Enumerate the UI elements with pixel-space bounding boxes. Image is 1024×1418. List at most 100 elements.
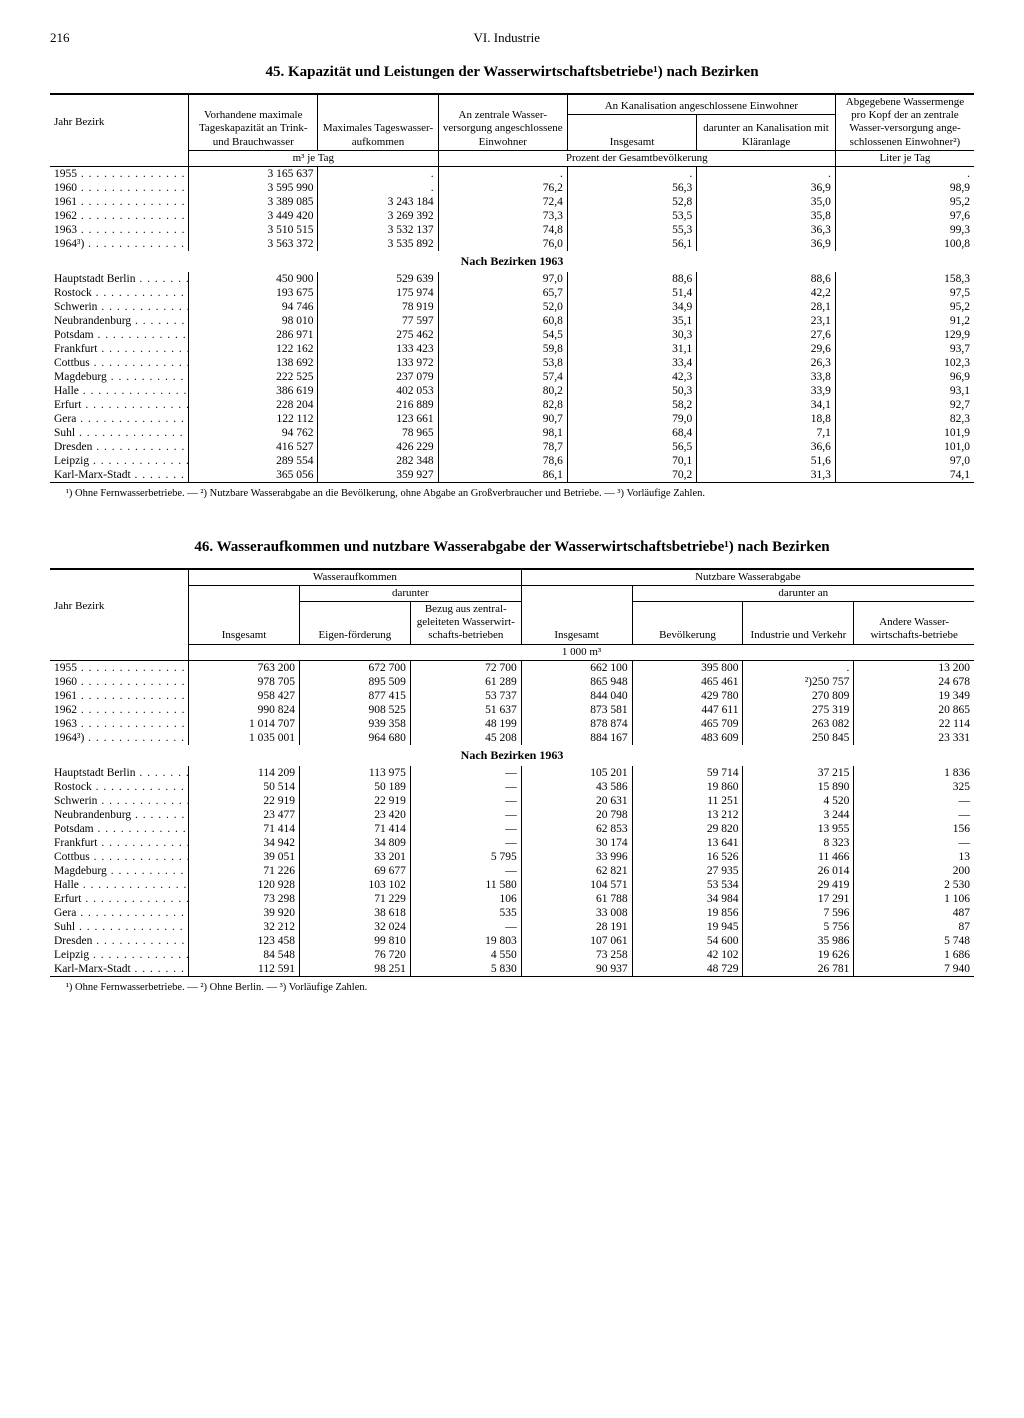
cell: 275 319 — [743, 703, 854, 717]
table-row: Leipzig289 554282 34878,670,151,697,0 — [50, 454, 974, 468]
row-label: Hauptstadt Berlin — [50, 272, 189, 286]
cell: 133 972 — [318, 356, 438, 370]
cell: 878 874 — [521, 717, 632, 731]
cell: 877 415 — [299, 689, 410, 703]
cell: 402 053 — [318, 384, 438, 398]
cell: 1 106 — [854, 892, 974, 906]
sub-header-46: Nach Bezirken 1963 — [50, 745, 974, 766]
cell: . — [743, 660, 854, 675]
cell: 82,8 — [438, 398, 567, 412]
cell: . — [567, 166, 696, 181]
cell: 270 809 — [743, 689, 854, 703]
cell: 158,3 — [835, 272, 974, 286]
table-row: 19631 014 707939 35848 199878 874465 709… — [50, 717, 974, 731]
cell: 22 919 — [299, 794, 410, 808]
cell: 43 586 — [521, 780, 632, 794]
cell: 52,0 — [438, 300, 567, 314]
cell: 94 762 — [189, 426, 318, 440]
cell: 3 510 515 — [189, 223, 318, 237]
col2-hdr: Maximales Tageswasser-aufkommen — [318, 94, 438, 150]
cell: 68,4 — [567, 426, 696, 440]
cell: 3 563 372 — [189, 237, 318, 251]
cell: 72,4 — [438, 195, 567, 209]
cell: 275 462 — [318, 328, 438, 342]
cell: 365 056 — [189, 468, 318, 482]
table46: Jahr Bezirk Wasseraufkommen Nutzbare Was… — [50, 568, 974, 976]
cell: 88,6 — [567, 272, 696, 286]
cell: 87 — [854, 920, 974, 934]
cell: 19 626 — [743, 948, 854, 962]
page-number: 216 — [50, 30, 70, 56]
cell: 65,7 — [438, 286, 567, 300]
cell: 23 477 — [189, 808, 300, 822]
table-row: Suhl32 21232 024—28 19119 9455 75687 — [50, 920, 974, 934]
row-label: Halle — [50, 878, 189, 892]
row-label: Dresden — [50, 934, 189, 948]
cell: 20 798 — [521, 808, 632, 822]
table-row: Frankfurt122 162133 42359,831,129,693,7 — [50, 342, 974, 356]
cell: 48 199 — [410, 717, 521, 731]
cell: 80,2 — [438, 384, 567, 398]
cell: 95,2 — [835, 195, 974, 209]
row-label: Cottbus — [50, 356, 189, 370]
cell: 90 937 — [521, 962, 632, 976]
table-row: 1955763 200672 70072 700662 100395 800.1… — [50, 660, 974, 675]
cell: 51,4 — [567, 286, 696, 300]
table-row: 19603 595 990.76,256,336,998,9 — [50, 181, 974, 195]
cell: 97,6 — [835, 209, 974, 223]
table-row: Erfurt228 204216 88982,858,234,192,7 — [50, 398, 974, 412]
cell: ²)250 757 — [743, 675, 854, 689]
table-row: Potsdam71 41471 414—62 85329 82013 95515… — [50, 822, 974, 836]
row-label: 1961 — [50, 689, 189, 703]
cell: 114 209 — [189, 766, 300, 780]
cell: 11 580 — [410, 878, 521, 892]
table45-title: 45. Kapazität und Leistungen der Wasserw… — [50, 64, 974, 81]
cell: 42 102 — [632, 948, 743, 962]
table46-title: 46. Wasseraufkommen und nutzbare Wassera… — [50, 539, 974, 556]
cell: 59 714 — [632, 766, 743, 780]
cell: 91,2 — [835, 314, 974, 328]
cell: 13 — [854, 850, 974, 864]
table-row: Frankfurt34 94234 809—30 17413 6418 323— — [50, 836, 974, 850]
unit-pct: Prozent der Gesamtbevölkerung — [438, 150, 835, 166]
cell: 103 102 — [299, 878, 410, 892]
cell: 59,8 — [438, 342, 567, 356]
table-row: 1962990 824908 52551 637873 581447 61127… — [50, 703, 974, 717]
cell: 429 780 — [632, 689, 743, 703]
cell: 45 208 — [410, 731, 521, 745]
cell: 36,9 — [697, 237, 836, 251]
cell: 908 525 — [299, 703, 410, 717]
cell: 74,1 — [835, 468, 974, 482]
table-row: 19553 165 637..... — [50, 166, 974, 181]
cell: 39 920 — [189, 906, 300, 920]
cell: 53 534 — [632, 878, 743, 892]
cell: 56,3 — [567, 181, 696, 195]
cell: 535 — [410, 906, 521, 920]
cell: 78,7 — [438, 440, 567, 454]
cell: 38 618 — [299, 906, 410, 920]
cell: 28,1 — [697, 300, 836, 314]
cell: 964 680 — [299, 731, 410, 745]
cell: 3 269 392 — [318, 209, 438, 223]
cell: 71 226 — [189, 864, 300, 878]
row-label: Frankfurt — [50, 836, 189, 850]
cell: 93,7 — [835, 342, 974, 356]
cell: . — [697, 166, 836, 181]
table-row: Gera39 92038 61853533 00819 8567 596487 — [50, 906, 974, 920]
cell: 450 900 — [189, 272, 318, 286]
cell: 34 984 — [632, 892, 743, 906]
cell: 250 845 — [743, 731, 854, 745]
c1: Insgesamt — [189, 585, 300, 644]
unit-m3: m³ je Tag — [189, 150, 438, 166]
cell: 22 114 — [854, 717, 974, 731]
table-row: Rostock50 51450 189—43 58619 86015 89032… — [50, 780, 974, 794]
row-label: Leipzig — [50, 948, 189, 962]
cell: 990 824 — [189, 703, 300, 717]
sub-header-45: Nach Bezirken 1963 — [50, 251, 974, 272]
cell: 359 927 — [318, 468, 438, 482]
row-label: 1961 — [50, 195, 189, 209]
cell: 19 856 — [632, 906, 743, 920]
cell: 78,6 — [438, 454, 567, 468]
cell: 86,1 — [438, 468, 567, 482]
cell: 22 919 — [189, 794, 300, 808]
